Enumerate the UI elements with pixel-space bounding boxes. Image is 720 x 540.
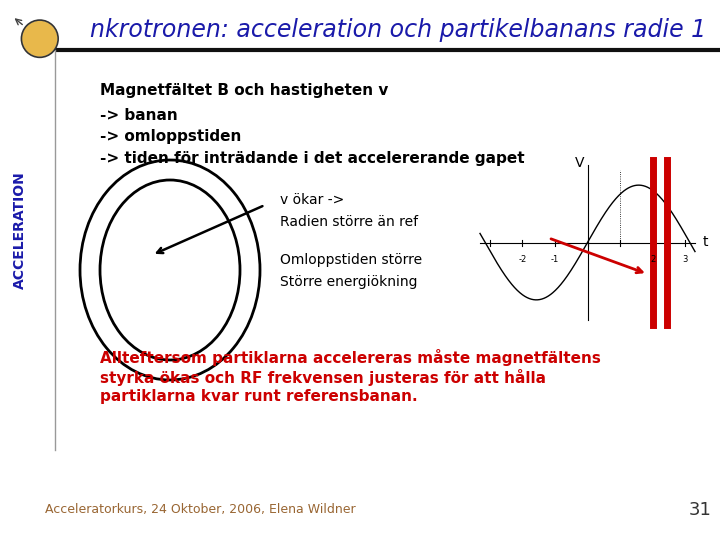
- Text: 2: 2: [650, 254, 655, 264]
- Text: Magnetfältet B och hastigheten v: Magnetfältet B och hastigheten v: [100, 83, 388, 98]
- Text: Omloppstiden större: Omloppstiden större: [280, 253, 422, 267]
- Text: -2: -2: [518, 254, 526, 264]
- Text: Allteftersom partiklarna accelereras måste magnetfältens: Allteftersom partiklarna accelereras mås…: [100, 348, 601, 366]
- Text: v ökar ->: v ökar ->: [280, 193, 344, 207]
- Text: 3: 3: [683, 254, 688, 264]
- Text: -> banan: -> banan: [100, 107, 178, 123]
- Text: nkrotronen: acceleration och partikelbanans radie 1: nkrotronen: acceleration och partikelban…: [90, 18, 706, 42]
- Text: -1: -1: [551, 254, 559, 264]
- Text: partiklarna kvar runt referensbanan.: partiklarna kvar runt referensbanan.: [100, 389, 418, 404]
- Text: -> tiden för inträdande i det accelererande gapet: -> tiden för inträdande i det accelerera…: [100, 152, 525, 166]
- Text: V: V: [575, 156, 584, 170]
- Text: Radien större än ref: Radien större än ref: [280, 215, 418, 229]
- Text: -> omloppstiden: -> omloppstiden: [100, 130, 241, 145]
- Text: styrka ökas och RF frekvensen justeras för att hålla: styrka ökas och RF frekvensen justeras f…: [100, 368, 546, 386]
- Text: 31: 31: [688, 501, 711, 519]
- Text: Större energiökning: Större energiökning: [280, 275, 418, 289]
- Text: t: t: [702, 235, 708, 249]
- Circle shape: [22, 21, 57, 56]
- Text: Acceleratorkurs, 24 Oktober, 2006, Elena Wildner: Acceleratorkurs, 24 Oktober, 2006, Elena…: [45, 503, 355, 516]
- Text: ACCELERATION: ACCELERATION: [13, 171, 27, 289]
